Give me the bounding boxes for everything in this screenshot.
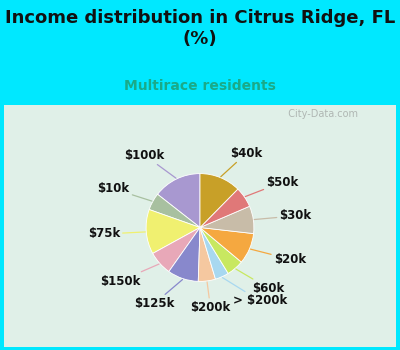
Text: > $200k: > $200k <box>222 278 287 307</box>
Text: $200k: $200k <box>190 282 230 314</box>
Text: $100k: $100k <box>124 149 176 178</box>
Wedge shape <box>158 174 200 228</box>
Wedge shape <box>169 228 200 281</box>
Text: $10k: $10k <box>98 182 152 201</box>
Wedge shape <box>149 194 200 228</box>
Wedge shape <box>198 228 216 281</box>
Wedge shape <box>200 228 228 279</box>
Wedge shape <box>200 174 238 228</box>
Text: $40k: $40k <box>221 147 263 177</box>
Text: $60k: $60k <box>236 269 285 295</box>
Text: $50k: $50k <box>245 176 299 197</box>
Wedge shape <box>200 206 254 233</box>
Wedge shape <box>200 228 254 262</box>
Text: $150k: $150k <box>100 264 159 287</box>
Wedge shape <box>200 189 250 228</box>
Wedge shape <box>153 228 200 272</box>
Text: $20k: $20k <box>250 249 306 266</box>
Text: $75k: $75k <box>88 228 145 240</box>
Text: Income distribution in Citrus Ridge, FL
(%): Income distribution in Citrus Ridge, FL … <box>5 9 395 48</box>
Text: $30k: $30k <box>254 209 312 222</box>
Wedge shape <box>146 210 200 253</box>
Wedge shape <box>200 228 241 273</box>
Text: Multirace residents: Multirace residents <box>124 79 276 93</box>
Text: $125k: $125k <box>134 280 182 310</box>
Text: City-Data.com: City-Data.com <box>282 108 358 119</box>
